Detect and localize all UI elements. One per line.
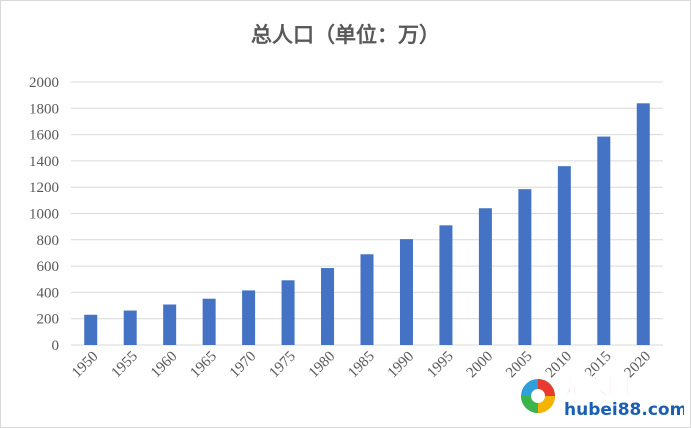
x-tick-label: 1950 (69, 349, 102, 382)
x-tick-label: 1990 (385, 349, 418, 382)
chart-title: 总人口（单位：万） (251, 22, 440, 47)
bar-1965 (202, 298, 216, 345)
y-tick-label: 1000 (29, 207, 59, 223)
x-tick-label: 1995 (424, 349, 457, 382)
bar-2020 (636, 103, 650, 345)
y-tick-label: 200 (37, 312, 60, 328)
watermark-domain: hubei88.com (564, 400, 684, 420)
x-tick-label: 1985 (345, 349, 378, 382)
bar-2015 (597, 136, 611, 345)
bar-1975 (281, 280, 295, 345)
x-tick-label: 1960 (148, 349, 181, 382)
x-tick-label: 1975 (266, 349, 299, 382)
x-tick-label: 2000 (464, 349, 497, 382)
bar-1955 (123, 310, 137, 345)
bar-2000 (478, 208, 492, 345)
y-tick-label: 1200 (29, 180, 59, 196)
bar-1980 (321, 268, 335, 345)
y-tick-label: 800 (37, 233, 60, 249)
y-tick-label: 1400 (29, 154, 59, 170)
x-tick-label: 1970 (227, 349, 260, 382)
y-tick-label: 1800 (29, 101, 59, 117)
y-tick-label: 400 (37, 285, 60, 301)
x-tick-label: 1965 (187, 349, 220, 382)
colorful-ball-logo-icon (521, 379, 555, 413)
bar-1990 (399, 239, 413, 345)
y-tick-label: 2000 (29, 75, 59, 91)
y-tick-label: 1600 (29, 128, 59, 144)
y-tick-label: 0 (52, 338, 60, 354)
x-tick-label: 1955 (109, 349, 142, 382)
bar-1985 (360, 254, 374, 345)
bar-1950 (84, 314, 98, 345)
y-tick-label: 600 (37, 259, 60, 275)
x-tick-label: 1980 (306, 349, 339, 382)
bar-1995 (439, 225, 453, 345)
bar-2010 (557, 166, 571, 345)
bar-2005 (518, 189, 532, 345)
bar-1960 (163, 304, 177, 345)
watermark-brand: 楚汉网 (564, 375, 630, 400)
bar-1970 (242, 290, 256, 345)
watermark-logo: 楚汉网 hubei88.com (521, 375, 684, 420)
